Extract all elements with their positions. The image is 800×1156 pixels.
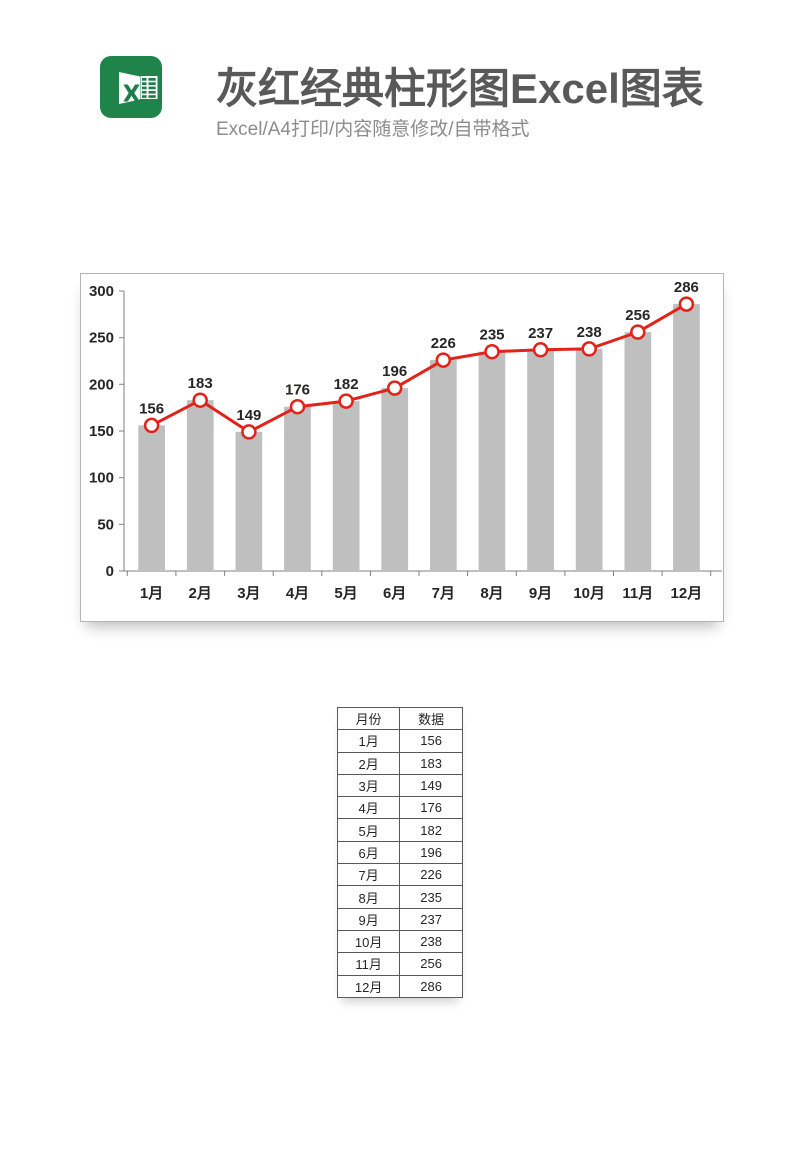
svg-text:250: 250 — [89, 330, 114, 347]
svg-text:100: 100 — [89, 470, 114, 487]
svg-text:11月: 11月 — [622, 585, 653, 602]
svg-text:10月: 10月 — [573, 585, 605, 602]
svg-text:1月: 1月 — [140, 585, 163, 602]
svg-text:196: 196 — [382, 363, 407, 380]
svg-text:9月: 9月 — [529, 585, 552, 602]
svg-text:5月: 5月 — [334, 585, 357, 602]
svg-text:182: 182 — [334, 376, 359, 393]
svg-text:286: 286 — [674, 279, 699, 296]
svg-text:238: 238 — [577, 324, 602, 341]
svg-text:6月: 6月 — [383, 585, 406, 602]
svg-text:256: 256 — [625, 307, 650, 324]
svg-text:0: 0 — [106, 563, 114, 580]
svg-text:226: 226 — [431, 335, 456, 352]
svg-text:50: 50 — [97, 516, 114, 533]
svg-text:176: 176 — [285, 382, 310, 399]
svg-text:4月: 4月 — [286, 585, 309, 602]
svg-text:183: 183 — [188, 375, 213, 392]
svg-text:235: 235 — [479, 327, 504, 344]
svg-text:149: 149 — [236, 407, 261, 424]
svg-text:3月: 3月 — [237, 585, 260, 602]
svg-text:156: 156 — [139, 400, 164, 417]
svg-text:237: 237 — [528, 325, 553, 342]
svg-text:12月: 12月 — [671, 585, 703, 602]
svg-text:7月: 7月 — [432, 585, 455, 602]
svg-text:2月: 2月 — [189, 585, 212, 602]
svg-text:150: 150 — [89, 423, 114, 440]
svg-text:8月: 8月 — [480, 585, 503, 602]
svg-text:200: 200 — [89, 376, 114, 393]
svg-text:300: 300 — [89, 283, 114, 300]
